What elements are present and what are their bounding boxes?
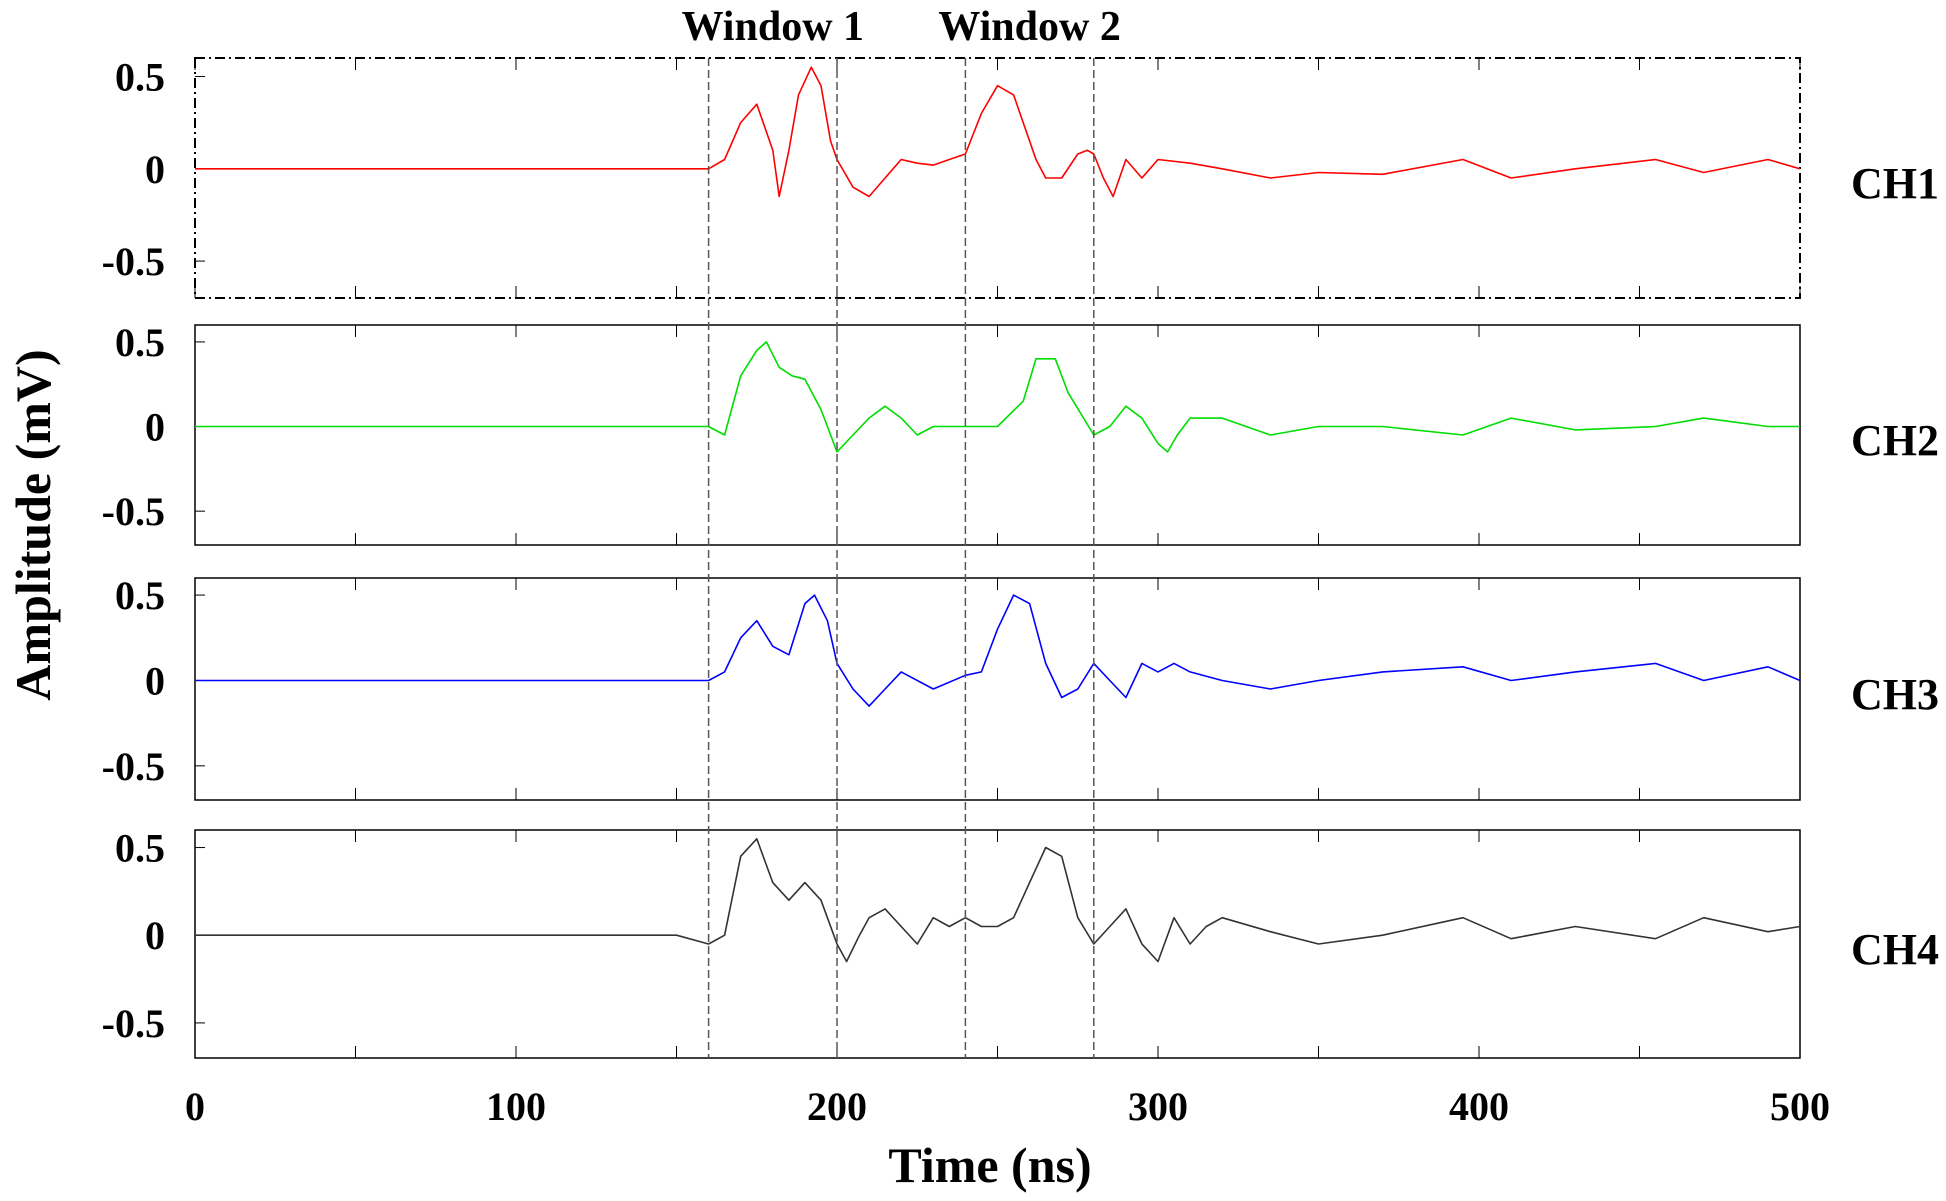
panel-3: 0.5 0 -0.5 CH3	[102, 573, 1939, 801]
channel-label-ch1: CH1	[1851, 159, 1939, 208]
series-line-ch2	[195, 341, 1800, 453]
x-tick-labels: 0 100 200 300 400 500	[185, 1084, 1830, 1129]
y-tick-label: -0.5	[102, 1001, 165, 1046]
panels-layer: 0.5 0 -0.5 CH1 0.5 0 -0.5 CH2 0.5 0 -0.5 CH3 0.5 0 -0.…	[102, 54, 1939, 1059]
y-tick-label: 0.5	[115, 826, 165, 871]
panel-frame	[194, 577, 1801, 801]
y-tick-label: -0.5	[102, 744, 165, 789]
series-line-ch1	[195, 66, 1801, 198]
y-tick-label: -0.5	[102, 489, 165, 534]
y-tick-label: 0	[145, 405, 165, 450]
x-tick-label: 0	[185, 1084, 205, 1129]
window-label-1: Window 1	[682, 4, 864, 50]
channel-label-ch3: CH3	[1851, 670, 1939, 719]
panel-frame	[194, 57, 1801, 299]
y-tick-label: 0	[145, 913, 165, 958]
channel-label-ch4: CH4	[1851, 925, 1939, 974]
y-tick-label: 0	[145, 147, 165, 192]
x-tick-label: 500	[1770, 1084, 1830, 1129]
panel-frame	[194, 324, 1801, 546]
window-label-2: Window 2	[938, 4, 1120, 50]
series-line-ch4	[195, 838, 1801, 963]
panel-frame	[194, 829, 1801, 1059]
series-line-ch3	[195, 594, 1801, 707]
x-tick-label: 100	[486, 1084, 546, 1129]
x-tick-label: 300	[1128, 1084, 1188, 1129]
y-tick-label: -0.5	[102, 239, 165, 284]
y-tick-label: 0.5	[115, 573, 165, 618]
panel-1: 0.5 0 -0.5 CH1	[102, 54, 1939, 299]
channel-label-ch2: CH2	[1851, 416, 1939, 465]
x-tick-label: 400	[1449, 1084, 1509, 1129]
y-tick-label: 0.5	[115, 54, 165, 99]
panel-4: 0.5 0 -0.5 CH4	[102, 826, 1939, 1059]
windows-layer: Window 1 Window 2	[682, 4, 1121, 1058]
y-axis-label: Amplitude (mV)	[5, 349, 61, 700]
x-tick-label: 200	[807, 1084, 867, 1129]
panel-2: 0.5 0 -0.5 CH2	[102, 320, 1939, 546]
y-tick-label: 0	[145, 658, 165, 703]
x-axis-label: Time (ns)	[888, 1137, 1091, 1193]
y-tick-label: 0.5	[115, 320, 165, 365]
